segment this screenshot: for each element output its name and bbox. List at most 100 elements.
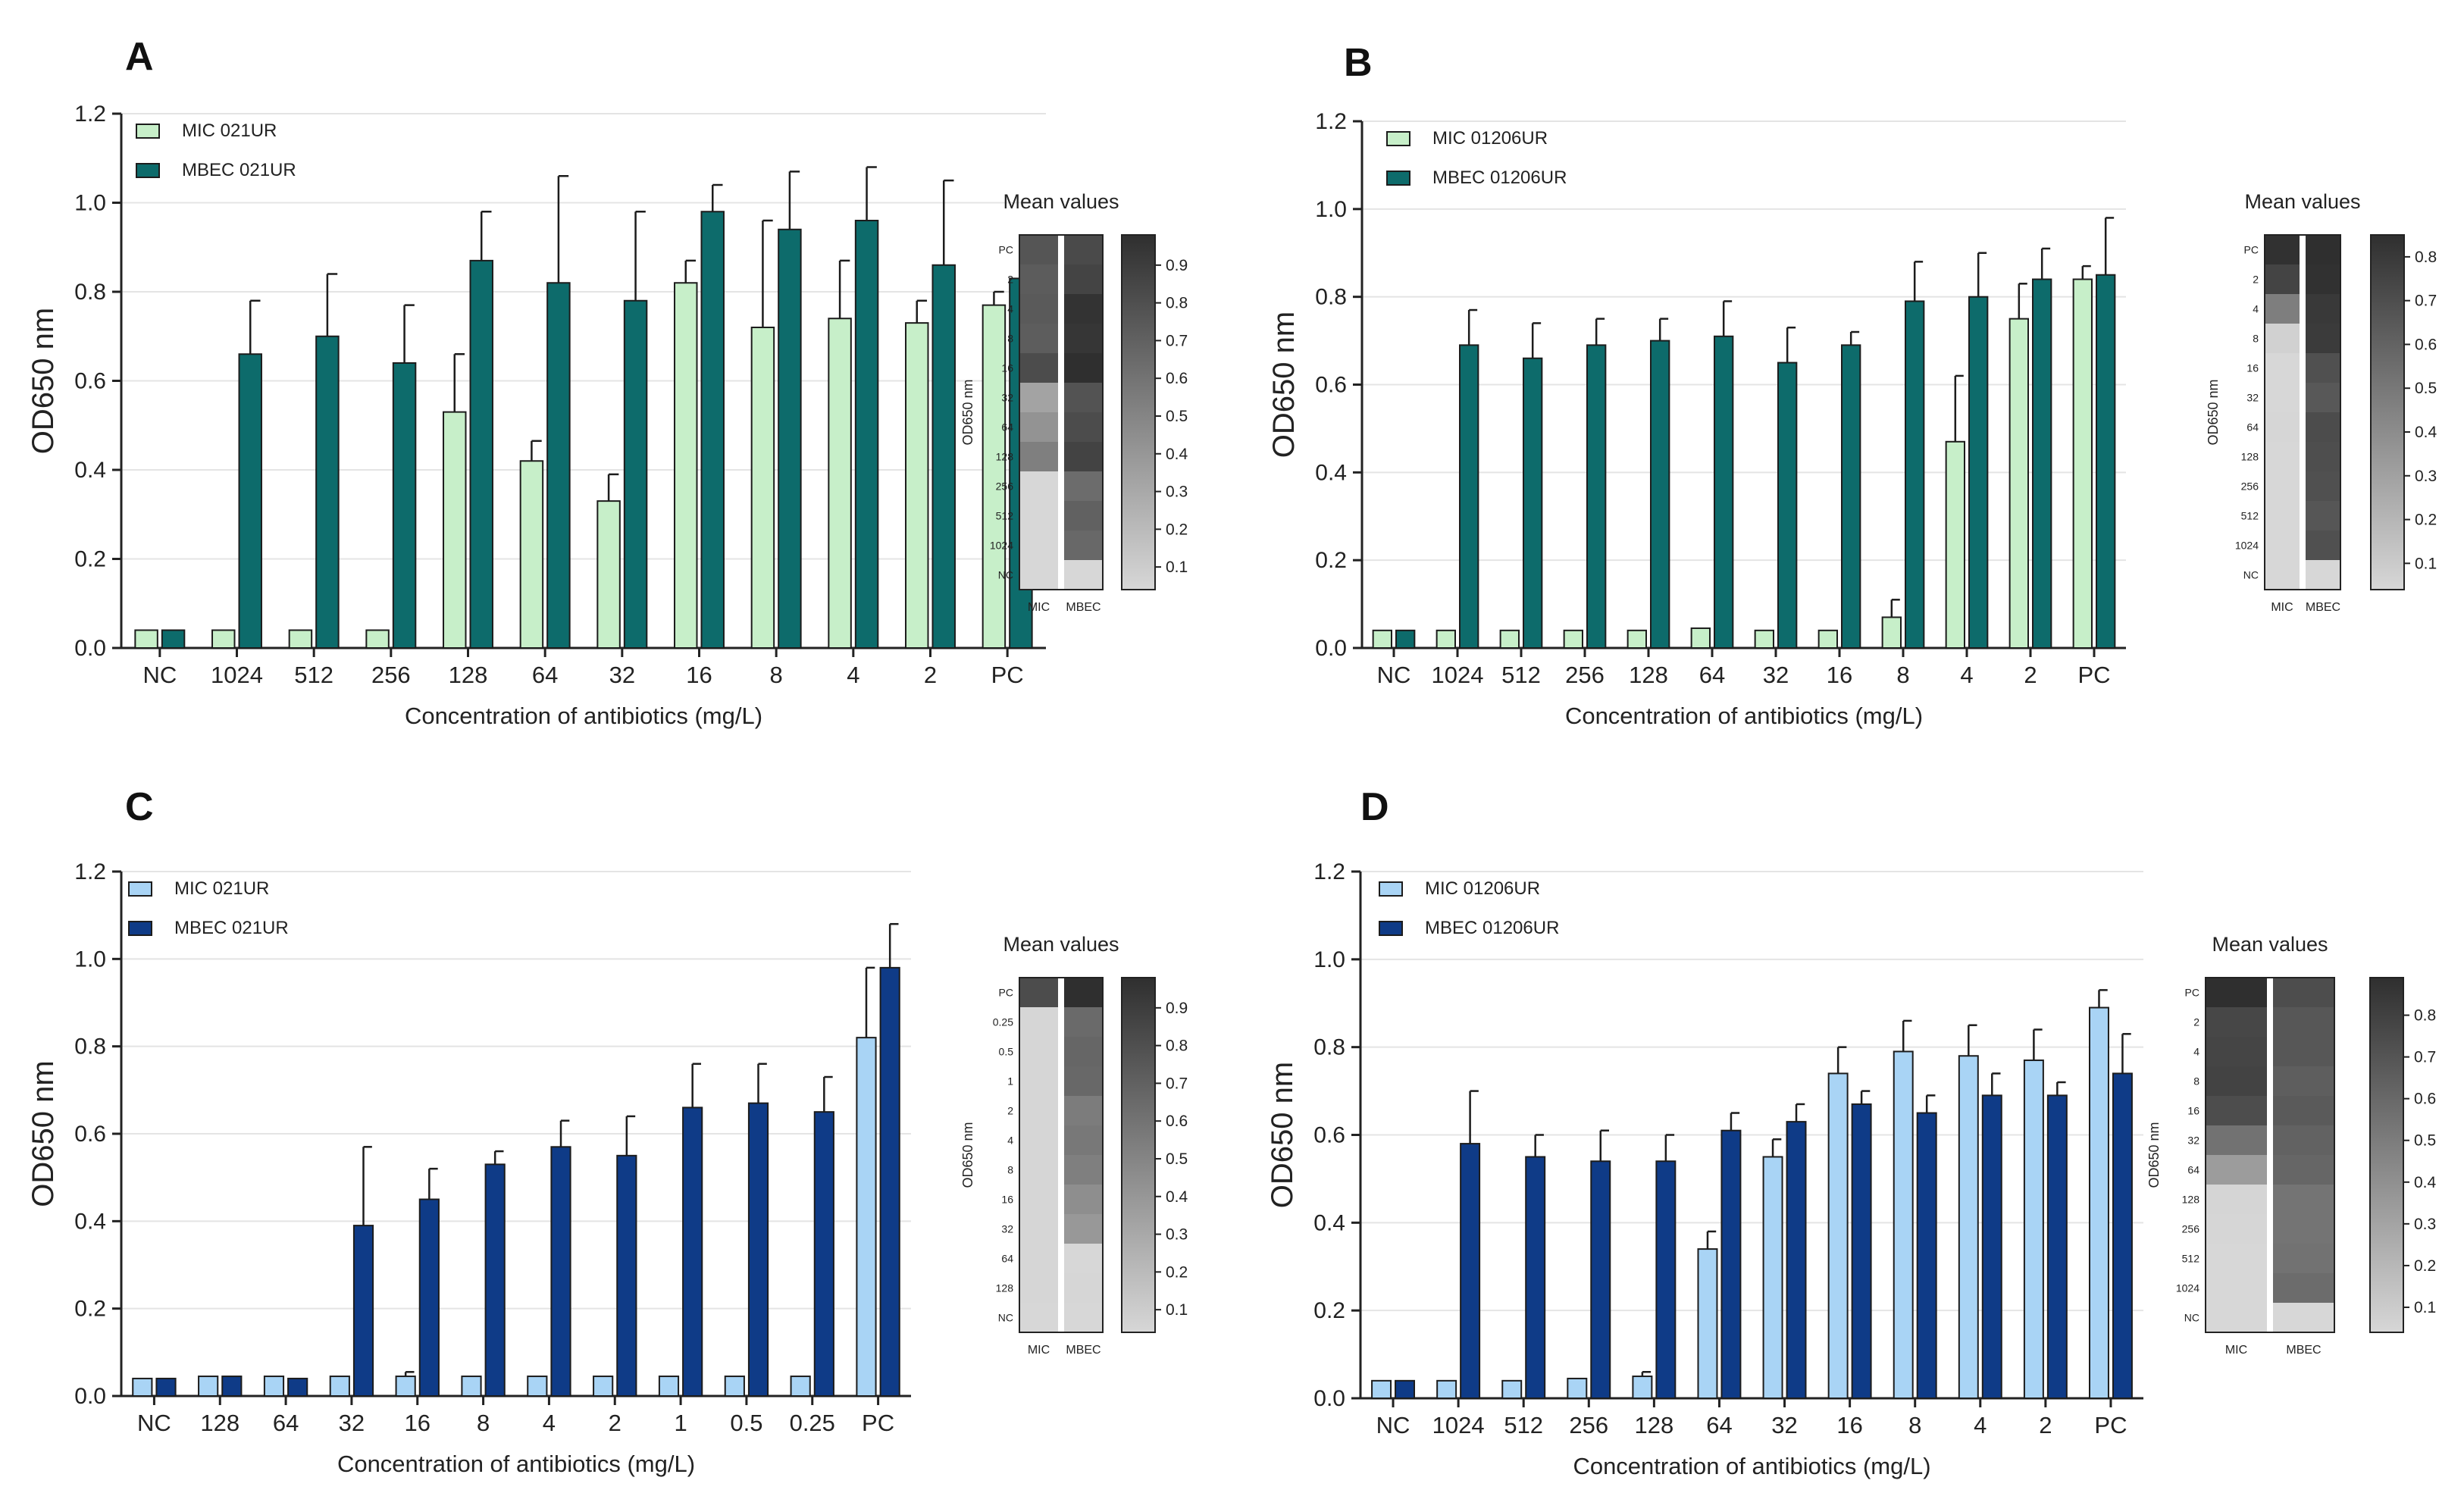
bar-mic-1024: [211, 629, 236, 649]
bar-mbec-128: [1655, 1160, 1677, 1399]
heatmap-cell: [2265, 560, 2300, 590]
heatmap-column-label: MIC: [1028, 1344, 1050, 1357]
bar-mic-32: [1754, 629, 1774, 649]
bar-mbec-8: [1916, 1112, 1937, 1399]
bar-mbec-2: [2046, 1094, 2068, 1399]
heatmap-cell: [2306, 353, 2340, 383]
heatmap-row-label: 8: [2253, 333, 2259, 345]
bar-mic-PC: [982, 304, 1007, 649]
bar-mbec-32: [352, 1225, 374, 1397]
bar-mic-8: [1881, 616, 1902, 649]
heatmap-row-label: 32: [1001, 392, 1013, 404]
bar-mbec-8: [778, 228, 802, 649]
heatmap-row-label: NC: [998, 569, 1013, 581]
heatmap-cell: [1019, 560, 1058, 590]
heatmap-cell: [2265, 324, 2300, 354]
y-tick-label: 0.0: [1315, 636, 1347, 661]
heatmap-cell: [1019, 442, 1058, 472]
bar-mic-512: [1501, 1379, 1523, 1400]
panel-b: B 0.0 0.2 0.4 0.6 0.8 1.0 1.2 NC 1024 512 256 128 64 3…: [1267, 41, 2437, 729]
heatmap-cell: [2306, 294, 2340, 324]
heatmap-cell: [1064, 501, 1103, 531]
y-tick-label: 0.4: [1313, 1210, 1345, 1235]
legend-label: MBEC 021UR: [174, 918, 289, 938]
bar-mic-1: [658, 1376, 680, 1398]
legend-swatch: [1379, 881, 1403, 897]
bar-mic-2: [2008, 318, 2029, 649]
bar-mic-16: [1827, 1072, 1849, 1399]
bar-mic-NC: [1372, 629, 1393, 649]
x-tick-label: 64: [1706, 1412, 1732, 1438]
x-tick-label: 1: [674, 1410, 687, 1436]
heatmap-cell: [1064, 383, 1103, 413]
heatmap-cell: [1064, 531, 1103, 561]
heatmap-cell: [1064, 1037, 1103, 1067]
x-tick-label: NC: [1376, 1412, 1410, 1438]
x-axis-label: Concentration of antibiotics (mg/L): [337, 1451, 695, 1477]
y-tick-label: 0.8: [74, 1034, 106, 1059]
colorbar: [2369, 977, 2404, 1333]
heatmap-cell: [2206, 1214, 2267, 1244]
x-tick-label: PC: [991, 662, 1024, 688]
x-tick-label: 32: [1763, 662, 1789, 688]
heatmap-cell: [1064, 1096, 1103, 1126]
bar-mic-64: [519, 460, 544, 649]
colorbar-tick-label: 0.6: [2415, 336, 2437, 353]
colorbar: [1121, 234, 1156, 590]
x-tick-label: 8: [477, 1410, 490, 1436]
panel-a: A 0.0 0.2 0.4 0.6 0.8 1.0 1.2 NC 1024 512 256 128 64 3…: [27, 35, 1188, 729]
bar-mbec-1: [682, 1106, 703, 1398]
heatmap-cell: [2273, 1066, 2334, 1097]
heatmap-column-label: MBEC: [2286, 1344, 2321, 1357]
x-tick-label: 4: [543, 1410, 556, 1436]
bar-mbec-8: [484, 1163, 506, 1398]
bar-mic-4: [1945, 440, 1965, 649]
colorbar-tick-label: 0.2: [1166, 521, 1188, 538]
heatmap-row-label: NC: [998, 1312, 1013, 1324]
heatmap-cell: [1064, 1066, 1103, 1097]
colorbar-tick-label: 0.8: [2415, 249, 2437, 266]
bar-mbec-2: [2032, 278, 2052, 649]
heatmap-row-label: 64: [1001, 1253, 1013, 1265]
heatmap-row-label: 4: [2193, 1046, 2199, 1058]
panel-d: D 0.0 0.2 0.4 0.6 0.8 1.0 1.2 NC 1024 512 256 128 64 3…: [1266, 785, 2437, 1479]
heatmap-cell: [1019, 1155, 1058, 1185]
heatmap-frame: [1019, 977, 1104, 1333]
colorbar-tick-label: 0.8: [1166, 295, 1188, 312]
heatmap-cell: [1019, 294, 1058, 324]
bar-mbec-4: [854, 220, 879, 649]
x-tick-label: 4: [1960, 662, 1973, 688]
heatmap-row-label: 2: [1007, 1105, 1013, 1117]
heatmap-cell: [2273, 1244, 2334, 1274]
x-tick-label: 4: [847, 662, 859, 688]
y-axis-label: OD650 nm: [27, 308, 60, 454]
heatmap-cell: [1064, 560, 1103, 590]
heatmap-frame: [2205, 977, 2335, 1333]
colorbar-tick-label: 0.6: [1166, 370, 1188, 387]
heatmap-row-label: 256: [2241, 480, 2259, 493]
y-tick-label: 1.0: [1315, 197, 1347, 222]
heatmap-row-label: 128: [2241, 451, 2259, 463]
colorbar-tick-label: 0.3: [2414, 1216, 2436, 1233]
heatmap-cell: [1064, 294, 1103, 324]
colorbar: [2370, 234, 2405, 590]
heatmap-cell: [2206, 1037, 2267, 1067]
x-tick-label: 128: [200, 1410, 240, 1436]
bar-mic-256: [365, 629, 390, 649]
bar-mbec-16: [1841, 344, 1861, 649]
heatmap-row-label: 8: [1007, 333, 1013, 345]
heatmap-cell: [1064, 264, 1103, 295]
legend-label: MBEC 01206UR: [1425, 918, 1559, 938]
legend-swatch: [136, 163, 160, 178]
x-tick-label: NC: [142, 662, 177, 688]
heatmap-row-label: PC: [2244, 244, 2259, 256]
heatmap-cell: [1064, 1273, 1103, 1304]
bar-mic-16: [395, 1376, 416, 1398]
heatmap-cell: [1019, 1273, 1058, 1304]
bar-mbec-128: [469, 259, 493, 649]
panel-letter: C: [125, 785, 154, 829]
x-axis-label: Concentration of antibiotics (mg/L): [405, 703, 762, 729]
bar-mic-2: [593, 1376, 614, 1398]
heatmap-cell: [2206, 1125, 2267, 1156]
colorbar-tick-label: 0.2: [2414, 1257, 2436, 1275]
